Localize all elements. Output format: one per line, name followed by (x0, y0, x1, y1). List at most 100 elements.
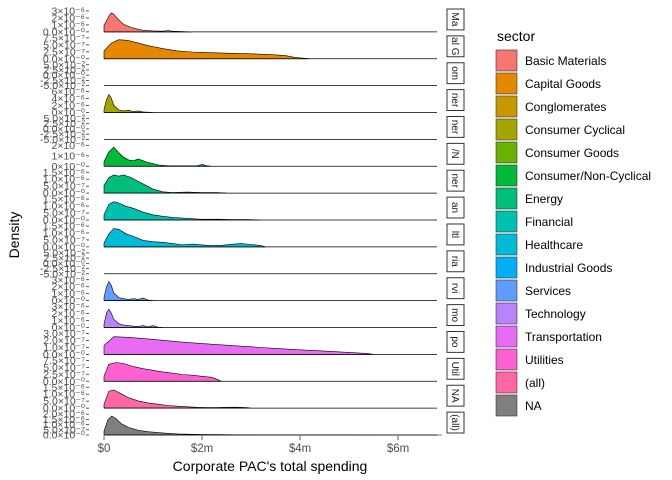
y-tick-label: 0×10⁻⁰ (52, 295, 86, 307)
facet-strip (446, 223, 465, 246)
y-tick-label: 1×10⁻⁶ (51, 150, 85, 162)
y-tick-label: 5.0×10⁻² (44, 59, 86, 71)
facet-panel: 0.0×10⁻⁰5.0×10⁻⁷1.0×10⁻⁶1.5×10⁻⁶ ner (43, 167, 465, 200)
y-tick-label: 1.5×10⁻⁶ (43, 221, 85, 233)
y-tick-label: 5.0×10⁻⁷ (43, 234, 85, 246)
y-tick-label: 2×10⁻⁶ (51, 12, 85, 24)
y-tick-label: 5.0×10⁻⁷ (43, 208, 85, 220)
y-tick-label: 0.0×10⁻⁰ (43, 349, 86, 361)
facet-panel: 0.0×10⁻⁰5.0×10⁻⁷1.0×10⁻⁶1.5×10⁻⁶ ltl (43, 221, 465, 253)
y-tick-label: 2×10⁻⁶ (51, 308, 85, 320)
legend-swatch (495, 72, 518, 95)
facet-strip (446, 304, 465, 326)
legend-label: Energy (525, 192, 563, 206)
legend-label: Utilities (525, 353, 564, 367)
y-tick-label: 2.5×10⁻⁷ (43, 46, 85, 58)
legend-swatch (495, 233, 518, 256)
y-tick-label: 4×10⁻⁶ (51, 93, 85, 105)
y-tick-label: 2×10⁻⁶ (51, 281, 85, 293)
y-tick-label: 0.0×10⁻⁰ (43, 430, 86, 442)
y-tick-label: 5.0×10⁻⁷ (43, 362, 85, 374)
x-axis-label: Corporate PAC's total spending (173, 458, 368, 474)
facet-panel: 0×10⁻⁰1×10⁻⁶2×10⁻⁶3×10⁻⁶ mo (51, 301, 465, 334)
facet-panel: 0.0×10⁻⁰2.5×10⁻⁷5.0×10⁻⁷7.5×10⁻⁷ Util (43, 355, 465, 388)
legend-swatch (495, 187, 518, 210)
facet-panel: 0×10⁻⁰2×10⁻⁶4×10⁻⁶6×10⁻⁶ ner (51, 86, 465, 119)
y-tick-label: 0.0×10⁻⁰ (43, 53, 86, 65)
facet-strip-label: an (449, 202, 460, 213)
facet-strip (446, 384, 465, 407)
density-area (103, 389, 252, 409)
facet-strip (446, 357, 465, 380)
y-tick-label: 1.0×10⁻⁶ (43, 174, 85, 186)
facet-strip (446, 411, 465, 434)
facet-strip-label: al G (449, 37, 460, 56)
y-tick-label: 1×10⁻⁶ (51, 288, 85, 300)
y-tick-label: 0.0×10⁻⁰ (43, 241, 86, 253)
y-tick-label: 7.5×10⁻⁷ (43, 355, 85, 367)
y-tick-label: 3×10⁻⁶ (51, 6, 85, 18)
facet-strip (446, 116, 465, 138)
legend-label: Consumer/Non-Cyclical (525, 169, 651, 183)
density-area (103, 228, 266, 248)
y-tick-label: 5.0×10⁻² (44, 247, 86, 259)
facet-strip (446, 62, 465, 85)
facet-panels: 0.0×10⁻⁰1×10⁻⁶2×10⁻⁶3×10⁻⁶Ma0.0×10⁻⁰2.5×… (40, 6, 465, 442)
facet-panel: -5.0×10⁻²-2.5×10⁻²0.0×10⁻⁰2.5×10⁻²5.0×10… (40, 59, 465, 92)
facet-strip (446, 169, 465, 192)
facet-strip-label: ria (449, 256, 460, 268)
density-area (103, 174, 227, 194)
density-area (103, 93, 154, 113)
y-tick-label: 1×10⁻⁶ (51, 315, 85, 327)
legend-label: Basic Materials (525, 54, 606, 68)
y-tick-label: -2.5×10⁻² (40, 75, 85, 87)
legend-swatch (495, 279, 518, 302)
legend-label: Consumer Goods (525, 146, 619, 160)
facet-panel: 0.0×10⁻⁰5.0×10⁻⁷1.0×10⁻⁶1.5×10⁻⁶ an (43, 194, 465, 227)
y-tick-label: 1.0×10⁻⁶ (43, 201, 85, 213)
x-tick-label: $6m (387, 443, 409, 455)
facet-strip (446, 250, 465, 273)
y-tick-label: 1.0×10⁻⁶ (43, 419, 85, 431)
density-area (103, 362, 222, 382)
y-tick-label: 1.5×10⁻⁶ (43, 414, 85, 426)
y-tick-label: 0.0×10⁻⁰ (43, 123, 86, 135)
y-tick-label: 0.0×10⁻⁰ (43, 258, 86, 270)
facet-panel: 0.0×10⁻⁰5.0×10⁻⁷1.0×10⁻⁶1.5×10⁻⁶ NA (43, 382, 465, 415)
facet-strip (446, 35, 465, 58)
y-tick-label: 2.5×10⁻² (44, 64, 86, 76)
facet-strip-label: rvi (449, 283, 460, 294)
x-axis: $0 $2m $4m $6m (98, 436, 409, 455)
legend-label: NA (525, 399, 542, 413)
legend-swatch (495, 348, 518, 371)
x-tick-label: $4m (289, 443, 311, 455)
y-tick-label: 2.5×10⁻⁷ (43, 369, 85, 381)
legend-label: Industrial Goods (525, 261, 612, 275)
density-area (103, 39, 310, 60)
legend-label: Services (525, 284, 571, 298)
density-area (103, 280, 154, 301)
facet-strip-label: om (449, 66, 460, 80)
facet-strip-label: ner (449, 120, 460, 135)
density-area (103, 12, 193, 33)
density-area (103, 415, 443, 436)
facet-panel: 0.0×10⁻⁰1.0×10⁻⁷2.0×10⁻⁷3.0×10⁻⁷ po (43, 328, 465, 361)
y-tick-label: 0.0×10⁻⁰ (43, 403, 86, 415)
facet-strip (446, 89, 465, 111)
y-tick-label: 7.5×10⁻⁷ (43, 32, 85, 44)
facet-strip-label: ner (449, 93, 460, 108)
legend-label: Technology (525, 307, 586, 321)
facet-strip-label: Ma (449, 12, 460, 26)
facet-strip-label: ltl (449, 231, 460, 238)
y-tick-label: 5.0×10⁻² (44, 113, 86, 125)
facet-panel: -5.0×10⁻²-2.5×10⁻²0.0×10⁻⁰2.5×10⁻²5.0×10… (40, 113, 465, 146)
legend-swatch (495, 95, 518, 118)
x-tick-label: $2m (191, 443, 213, 455)
facet-strip (446, 8, 465, 31)
density-area (103, 336, 374, 355)
y-tick-label: 1.0×10⁻⁶ (43, 227, 85, 239)
legend-label: Conglomerates (525, 100, 606, 114)
y-tick-label: 0.0×10⁻⁰ (43, 70, 86, 82)
facet-panel: 0×10⁻⁰1×10⁻⁶2×10⁻⁶3×10⁻⁶ rvi (51, 274, 465, 307)
